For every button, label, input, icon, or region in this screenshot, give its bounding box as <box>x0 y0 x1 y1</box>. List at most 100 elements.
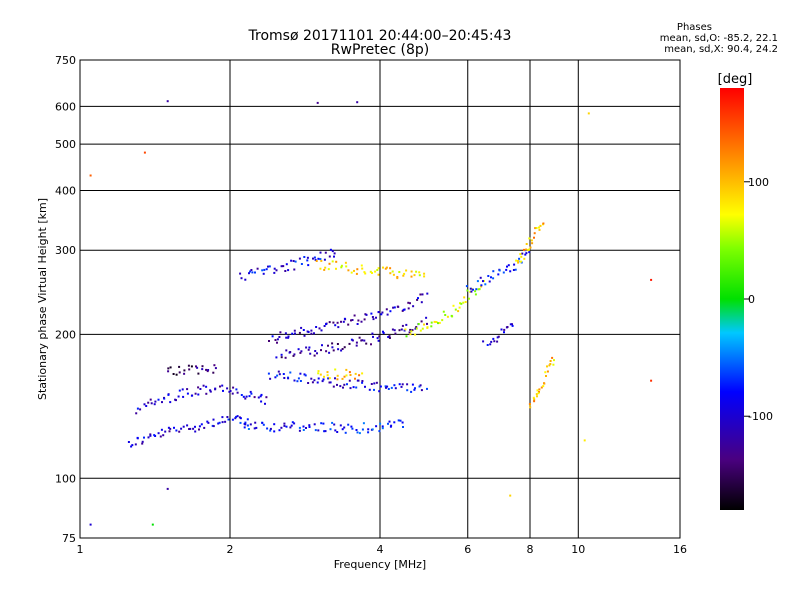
data-point <box>329 428 332 431</box>
data-point <box>336 378 339 381</box>
data-point <box>226 387 229 390</box>
data-point <box>350 271 353 274</box>
data-point <box>162 434 165 437</box>
data-point <box>329 248 332 251</box>
data-point <box>367 428 370 431</box>
data-point <box>326 374 329 377</box>
data-point <box>349 387 352 390</box>
data-point <box>244 421 247 424</box>
data-point <box>480 285 483 288</box>
data-point <box>175 429 178 432</box>
data-point <box>390 424 393 427</box>
data-point <box>537 392 540 395</box>
data-point <box>310 332 313 335</box>
data-point <box>197 386 200 389</box>
data-point <box>261 269 264 272</box>
plot-frame <box>79 59 681 539</box>
data-point <box>218 421 221 424</box>
y-tick-label: 75 <box>62 532 76 545</box>
data-point <box>368 388 371 391</box>
data-point <box>380 313 383 316</box>
data-point <box>532 396 535 399</box>
data-point <box>254 421 257 424</box>
data-point <box>160 428 163 431</box>
data-point <box>392 306 395 309</box>
data-point <box>149 433 152 436</box>
data-point <box>196 366 199 369</box>
data-point <box>293 379 296 382</box>
data-point <box>333 423 336 426</box>
data-point <box>175 399 177 402</box>
data-point <box>438 321 441 324</box>
data-point <box>517 261 520 264</box>
data-point <box>478 288 481 291</box>
data-point <box>401 383 404 386</box>
data-point <box>328 381 331 384</box>
data-point <box>334 324 337 327</box>
data-point <box>335 267 337 270</box>
data-point <box>214 387 217 390</box>
data-point <box>418 385 421 388</box>
data-point <box>234 417 237 420</box>
data-point <box>345 368 348 371</box>
data-point <box>298 426 301 429</box>
data-point <box>293 353 296 356</box>
data-point <box>317 377 320 380</box>
colorbar-tick-label: 100 <box>748 176 769 189</box>
data-point <box>282 265 285 268</box>
data-point <box>178 365 181 368</box>
data-point <box>371 332 374 335</box>
x-tick-label: 6 <box>464 543 471 556</box>
data-point <box>419 384 422 387</box>
data-point <box>283 377 286 379</box>
data-point <box>533 236 535 239</box>
data-point <box>172 373 175 375</box>
data-point <box>545 375 547 377</box>
data-point <box>248 395 251 398</box>
phases-x-stats: mean, sd,X: 90.4, 24.2 <box>664 44 778 55</box>
data-point <box>308 426 311 428</box>
data-point <box>482 280 484 283</box>
data-point <box>408 331 411 334</box>
data-point <box>479 276 482 279</box>
data-point <box>319 251 322 254</box>
data-point <box>190 365 193 368</box>
data-point <box>350 319 352 322</box>
data-point <box>266 427 269 430</box>
data-point <box>396 277 399 280</box>
data-point <box>247 428 250 430</box>
data-point <box>317 372 320 375</box>
y-axis-label: Stationary phase Virtual Height [km] <box>36 198 49 400</box>
data-point <box>317 429 320 432</box>
data-point <box>289 371 292 374</box>
data-point <box>420 301 423 304</box>
data-point <box>324 266 327 269</box>
data-point <box>136 436 139 439</box>
data-point <box>459 302 461 305</box>
data-point <box>239 421 242 424</box>
data-point <box>376 337 379 340</box>
data-point <box>280 426 283 429</box>
data-point <box>212 418 215 421</box>
data-point <box>358 336 361 339</box>
data-point <box>198 425 201 428</box>
data-point <box>385 386 387 389</box>
data-point <box>411 329 414 332</box>
data-point <box>299 351 302 354</box>
data-point <box>388 335 391 338</box>
data-point <box>341 348 344 350</box>
data-point <box>194 430 197 433</box>
data-point <box>182 395 185 398</box>
data-point <box>291 332 294 335</box>
data-point <box>419 293 422 296</box>
data-point <box>467 297 470 300</box>
data-point <box>260 393 263 396</box>
data-point <box>355 341 358 344</box>
data-point <box>289 426 292 429</box>
colorbar-label: [deg] <box>718 72 753 87</box>
data-point <box>293 422 296 425</box>
data-point <box>273 271 276 274</box>
data-point <box>167 426 170 429</box>
data-point <box>454 308 457 311</box>
data-point <box>384 267 387 270</box>
